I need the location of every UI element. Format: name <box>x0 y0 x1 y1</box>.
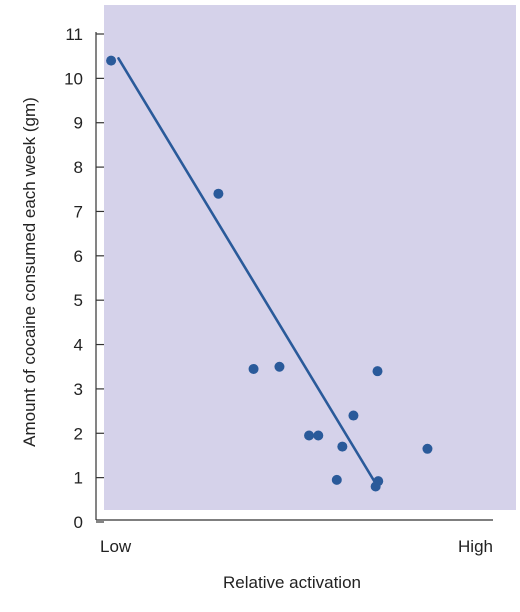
x-tick-label-high: High <box>458 537 493 556</box>
data-point <box>337 441 348 452</box>
y-tick-label: 10 <box>64 69 83 88</box>
data-point <box>348 410 359 421</box>
data-point <box>248 363 259 374</box>
y-tick-label: 4 <box>74 336 83 355</box>
data-point <box>373 476 384 487</box>
y-axis: 0 1 2 3 4 5 6 7 8 9 10 11 <box>64 25 104 532</box>
y-tick-label: 9 <box>74 114 83 133</box>
data-point <box>213 188 224 199</box>
data-point <box>422 443 433 454</box>
data-point <box>331 474 342 485</box>
data-point <box>313 430 324 441</box>
trend-line <box>117 57 379 488</box>
y-tick-label: 3 <box>74 380 83 399</box>
data-point <box>274 361 285 372</box>
x-axis-label: Relative activation <box>223 573 361 592</box>
x-tick-label-low: Low <box>100 537 132 556</box>
y-tick-label: 8 <box>74 158 83 177</box>
data-marks <box>106 55 433 492</box>
y-tick-label: 6 <box>74 247 83 266</box>
data-point <box>106 55 117 66</box>
y-tick-label: 5 <box>74 291 83 310</box>
y-tick-label: 7 <box>74 202 83 221</box>
data-point <box>372 366 383 377</box>
y-tick-label: 11 <box>65 25 83 44</box>
plot-background <box>104 5 516 510</box>
y-axis-label: Amount of cocaine consumed each week (gm… <box>20 97 39 447</box>
data-point <box>304 430 315 441</box>
y-tick-label: 1 <box>74 469 83 488</box>
y-tick-label: 2 <box>74 424 83 443</box>
y-tick-label: 0 <box>74 513 83 532</box>
